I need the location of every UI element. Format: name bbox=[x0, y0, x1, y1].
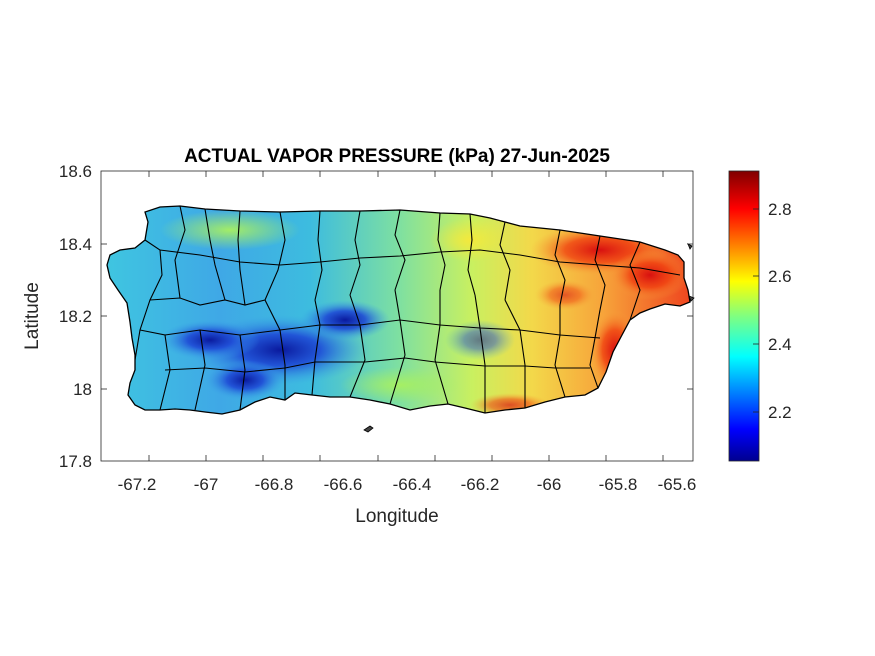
colorbar bbox=[728, 170, 760, 462]
colorbar-tick-labels: 2.8 2.6 2.4 2.2 bbox=[768, 200, 792, 422]
colorbar-tick-label: 2.4 bbox=[768, 335, 792, 354]
x-tick-label: -67.2 bbox=[118, 475, 157, 494]
y-tick-labels: 18.6 18.4 18.2 18 17.8 bbox=[59, 162, 92, 471]
x-tick-label: -66 bbox=[537, 475, 562, 494]
y-axis-label: Latitude bbox=[22, 282, 43, 350]
x-tick-label: -67 bbox=[194, 475, 219, 494]
caja-de-muertos-islet bbox=[363, 425, 374, 433]
eastern-islets bbox=[687, 243, 695, 302]
x-tick-label: -65.8 bbox=[599, 475, 638, 494]
x-tick-label: -66.2 bbox=[461, 475, 500, 494]
x-tick-label: -66.4 bbox=[393, 475, 432, 494]
y-tick-label: 18.6 bbox=[59, 162, 92, 181]
x-tick-label: -65.6 bbox=[658, 475, 697, 494]
y-tick-label: 17.8 bbox=[59, 452, 92, 471]
y-tick-label: 18.2 bbox=[59, 307, 92, 326]
x-tick-label: -66.8 bbox=[255, 475, 294, 494]
colorbar-tick-label: 2.8 bbox=[768, 200, 792, 219]
y-tick-label: 18 bbox=[73, 380, 92, 399]
colorbar-tick-label: 2.2 bbox=[768, 403, 792, 422]
x-tick-label: -66.6 bbox=[324, 475, 363, 494]
map-title: ACTUAL VAPOR PRESSURE (kPa) 27-Jun-2025 bbox=[184, 146, 610, 167]
colorbar-ticks bbox=[753, 208, 759, 413]
colorbar-tick-label: 2.6 bbox=[768, 267, 792, 286]
vapor-pressure-field bbox=[107, 206, 690, 414]
x-axis bbox=[148, 171, 664, 461]
island-coastline bbox=[106, 205, 691, 415]
y-axis bbox=[101, 243, 693, 390]
x-axis-label: Longitude bbox=[355, 506, 438, 527]
municipality-boundaries bbox=[134, 206, 681, 413]
y-tick-label: 18.4 bbox=[59, 235, 92, 254]
x-tick-labels: -67.2 -67 -66.8 -66.6 -66.4 -66.2 -66 -6… bbox=[118, 475, 697, 494]
